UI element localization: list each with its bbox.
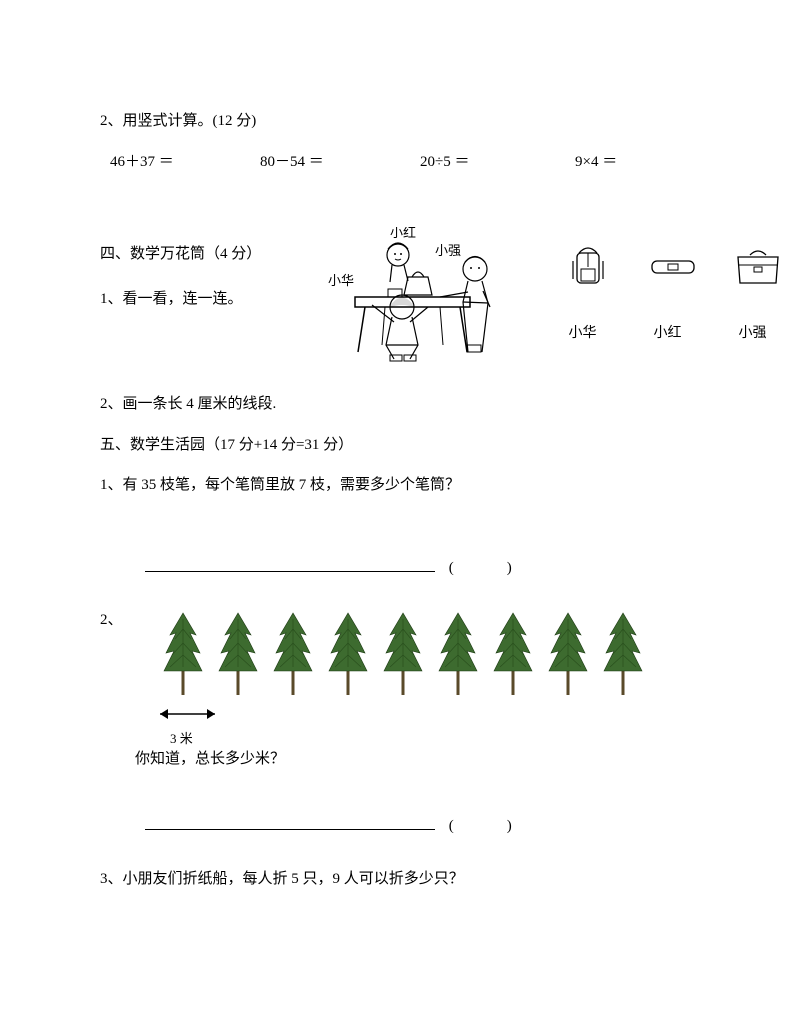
bag-c [730, 245, 785, 297]
label-hong: 小红 [390, 227, 416, 240]
answer-paren[interactable]: ( ) [449, 560, 514, 576]
section4-q1: 1、看一看，连一连。 [100, 288, 261, 311]
section4-block: 四、数学万花筒（4 分） 1、看一看，连一连。 [100, 233, 693, 353]
section4-title: 四、数学万花筒（4 分） [100, 243, 261, 266]
equation-4: 9×4 ＝ [575, 151, 675, 174]
bag-b [645, 245, 700, 297]
section5-q1: 1、有 35 枝笔，每个笔筒里放 7 枝，需要多少个笔筒？ [100, 474, 693, 497]
bag-label-a: 小华 [555, 323, 610, 344]
section5-q3: 3、小朋友们折纸船，每人折 5 只，9 人可以折多少只？ [100, 868, 693, 891]
bag-labels-row: 小华 小红 小强 [555, 323, 780, 344]
backpack-icon [569, 245, 607, 289]
tree-icon [320, 609, 375, 705]
section5-title: 五、数学生活园（17 分+14 分=31 分） [100, 434, 693, 457]
tree-icon [265, 609, 320, 705]
answer-blank-1: ( ) [145, 557, 693, 580]
section5-q2-trees: 2、 3 米 你知道，总长多少米？ [100, 609, 693, 770]
label-hua: 小华 [328, 273, 354, 288]
tree-icon [155, 609, 210, 705]
q2-number: 2、 [100, 609, 123, 632]
section4-q2: 2、画一条长 4 厘米的线段. [100, 393, 693, 416]
tree-icon [595, 609, 650, 705]
label-qiang: 小强 [435, 243, 461, 258]
pencilcase-icon [648, 245, 698, 289]
q2-text: 你知道，总长多少米？ [135, 748, 693, 771]
equation-3: 20÷5 ＝ [420, 151, 575, 174]
bags-row [560, 245, 785, 297]
bag-a [560, 245, 615, 297]
answer-blank-2: ( ) [145, 815, 693, 838]
bag-label-c: 小强 [725, 323, 780, 344]
briefcase-icon [732, 245, 784, 289]
answer-underline-2[interactable] [145, 829, 435, 830]
trees-row [155, 609, 693, 705]
equation-2: 80－54 ＝ [260, 151, 420, 174]
dimension-label: 3 米 [170, 729, 193, 749]
equation-1: 46＋37 ＝ [110, 151, 260, 174]
kids-scene-illustration: 小红 小强 小华 [320, 227, 520, 362]
tree-icon [375, 609, 430, 705]
tree-icon [540, 609, 595, 705]
tree-icon [430, 609, 485, 705]
equation-row: 46＋37 ＝ 80－54 ＝ 20÷5 ＝ 9×4 ＝ [110, 151, 693, 174]
q2-header: 2、用竖式计算。(12 分) [100, 110, 693, 133]
tree-icon [485, 609, 540, 705]
tree-icon [210, 609, 265, 705]
dimension-arrow-icon [155, 703, 225, 725]
answer-underline[interactable] [145, 571, 435, 572]
bag-label-b: 小红 [640, 323, 695, 344]
answer-paren-2[interactable]: ( ) [449, 818, 514, 834]
